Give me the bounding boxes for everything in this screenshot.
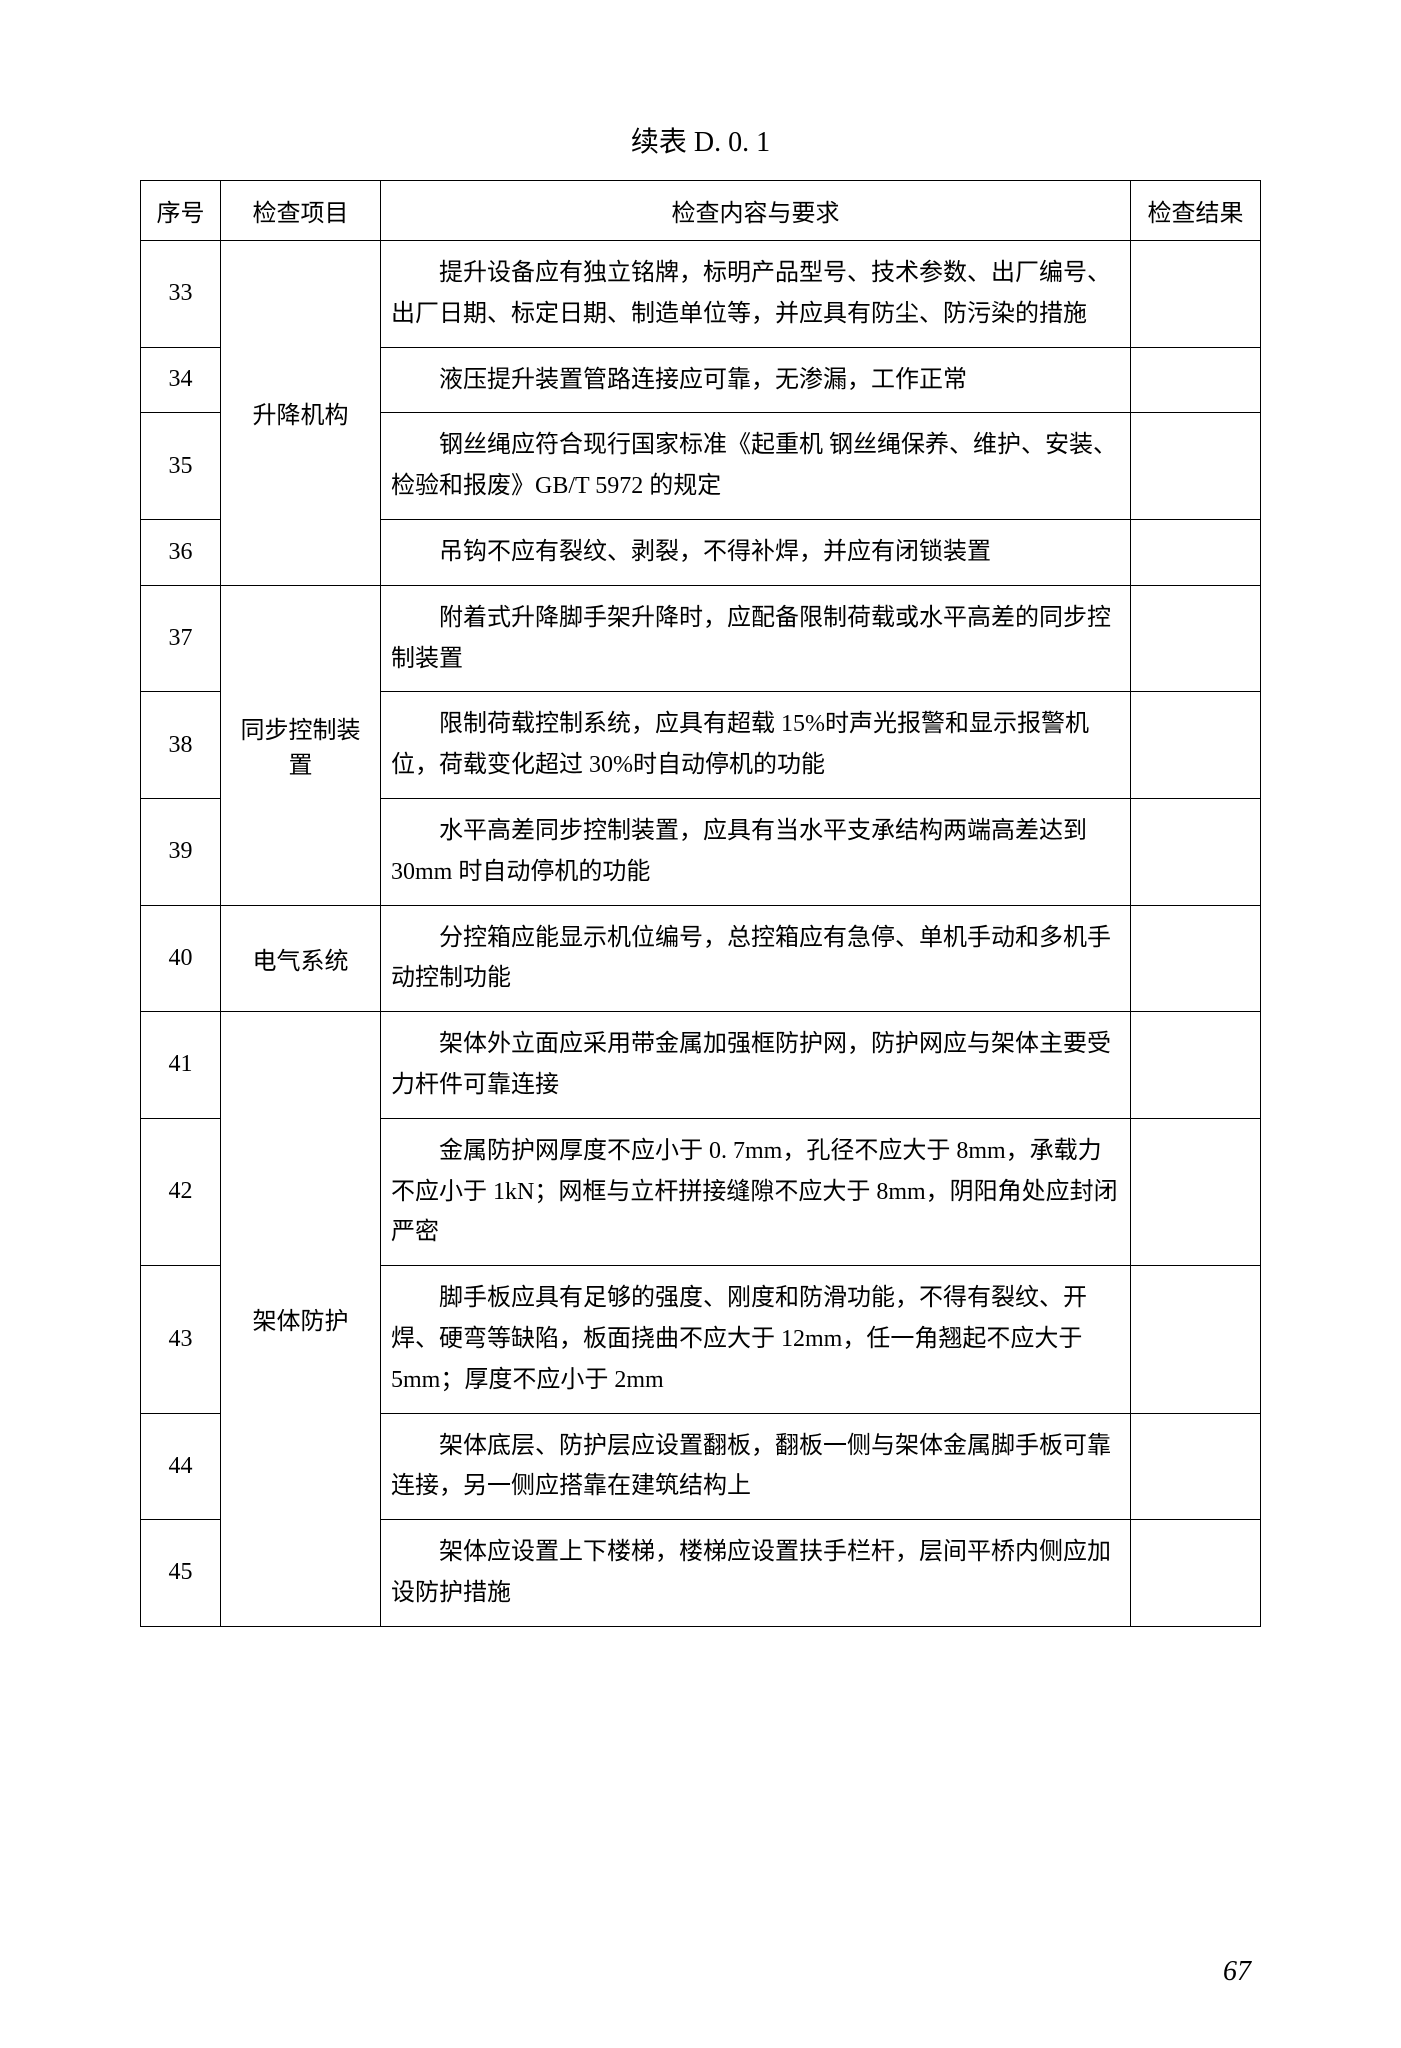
cell-seq: 36 [141,519,221,585]
cell-seq: 42 [141,1118,221,1265]
cell-seq: 38 [141,692,221,799]
cell-result [1131,798,1261,905]
cell-seq: 43 [141,1266,221,1413]
table-body: 33升降机构提升设备应有独立铭牌，标明产品型号、技术参数、出厂编号、出厂日期、标… [141,241,1261,1627]
cell-result [1131,347,1261,413]
cell-result [1131,1413,1261,1520]
header-result: 检查结果 [1131,181,1261,241]
cell-result [1131,1118,1261,1265]
cell-result [1131,519,1261,585]
cell-content: 限制荷载控制系统，应具有超载 15%时声光报警和显示报警机位，荷载变化超过 30… [381,692,1131,799]
cell-item: 升降机构 [221,241,381,586]
cell-item: 同步控制装置 [221,585,381,905]
cell-result [1131,241,1261,348]
header-content: 检查内容与要求 [381,181,1131,241]
cell-seq: 45 [141,1520,221,1627]
table-row: 37同步控制装置附着式升降脚手架升降时，应配备限制荷载或水平高差的同步控制装置 [141,585,1261,692]
header-seq: 序号 [141,181,221,241]
cell-result [1131,1012,1261,1119]
cell-content: 架体外立面应采用带金属加强框防护网，防护网应与架体主要受力杆件可靠连接 [381,1012,1131,1119]
inspection-table: 序号 检查项目 检查内容与要求 检查结果 33升降机构提升设备应有独立铭牌，标明… [140,180,1261,1627]
cell-result [1131,413,1261,520]
cell-seq: 44 [141,1413,221,1520]
cell-content: 脚手板应具有足够的强度、刚度和防滑功能，不得有裂纹、开焊、硬弯等缺陷，板面挠曲不… [381,1266,1131,1413]
cell-content: 架体底层、防护层应设置翻板，翻板一侧与架体金属脚手板可靠连接，另一侧应搭靠在建筑… [381,1413,1131,1520]
cell-content: 架体应设置上下楼梯，楼梯应设置扶手栏杆，层间平桥内侧应加设防护措施 [381,1520,1131,1627]
cell-content: 附着式升降脚手架升降时，应配备限制荷载或水平高差的同步控制装置 [381,585,1131,692]
cell-result [1131,1266,1261,1413]
table-row: 40电气系统分控箱应能显示机位编号，总控箱应有急停、单机手动和多机手动控制功能 [141,905,1261,1012]
cell-content: 液压提升装置管路连接应可靠，无渗漏，工作正常 [381,347,1131,413]
cell-seq: 37 [141,585,221,692]
cell-result [1131,585,1261,692]
table-title: 续表 D. 0. 1 [140,120,1261,160]
cell-content: 吊钩不应有裂纹、剥裂，不得补焊，并应有闭锁装置 [381,519,1131,585]
cell-seq: 39 [141,798,221,905]
cell-seq: 41 [141,1012,221,1119]
cell-seq: 33 [141,241,221,348]
cell-item: 架体防护 [221,1012,381,1627]
table-row: 41架体防护架体外立面应采用带金属加强框防护网，防护网应与架体主要受力杆件可靠连… [141,1012,1261,1119]
header-row: 序号 检查项目 检查内容与要求 检查结果 [141,181,1261,241]
cell-seq: 35 [141,413,221,520]
cell-content: 金属防护网厚度不应小于 0. 7mm，孔径不应大于 8mm，承载力不应小于 1k… [381,1118,1131,1265]
cell-content: 提升设备应有独立铭牌，标明产品型号、技术参数、出厂编号、出厂日期、标定日期、制造… [381,241,1131,348]
table-row: 33升降机构提升设备应有独立铭牌，标明产品型号、技术参数、出厂编号、出厂日期、标… [141,241,1261,348]
cell-seq: 34 [141,347,221,413]
cell-item: 电气系统 [221,905,381,1012]
cell-result [1131,692,1261,799]
cell-result [1131,905,1261,1012]
cell-result [1131,1520,1261,1627]
page-number: 67 [1223,1956,1251,1988]
header-item: 检查项目 [221,181,381,241]
cell-content: 钢丝绳应符合现行国家标准《起重机 钢丝绳保养、维护、安装、检验和报废》GB/T … [381,413,1131,520]
cell-content: 水平高差同步控制装置，应具有当水平支承结构两端高差达到 30mm 时自动停机的功… [381,798,1131,905]
cell-seq: 40 [141,905,221,1012]
cell-content: 分控箱应能显示机位编号，总控箱应有急停、单机手动和多机手动控制功能 [381,905,1131,1012]
